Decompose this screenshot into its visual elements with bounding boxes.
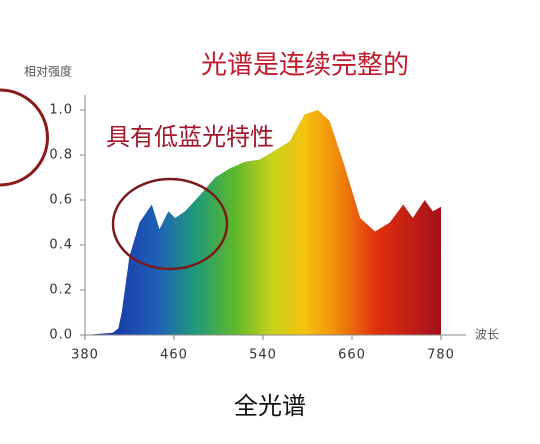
caption: 全光谱 (234, 392, 306, 420)
highlight-circle (111, 177, 229, 271)
x-tick-label: 780 (427, 348, 455, 363)
x-axis-label: 波长 (475, 328, 499, 342)
y-tick-label: 0.0 (49, 328, 73, 343)
x-tick-label: 540 (249, 348, 277, 363)
annotation: 具有低蓝光特性 (106, 123, 274, 151)
y-axis-label: 相对强度 (24, 64, 72, 79)
chart-title: 光谱是连续完整的 (201, 51, 409, 81)
y-tick-label: 0.6 (49, 193, 73, 208)
x-tick-label: 460 (160, 348, 188, 363)
x-tick-label: 380 (71, 348, 99, 363)
y-tick-label: 1.0 (49, 103, 73, 118)
x-tick-label: 660 (338, 348, 366, 363)
y-tick-label: 0.4 (49, 238, 73, 253)
spectrum-area (85, 110, 441, 335)
y-tick-label: 0.2 (49, 283, 73, 298)
decoration (0, 88, 49, 187)
y-tick-label: 0.8 (49, 148, 73, 163)
